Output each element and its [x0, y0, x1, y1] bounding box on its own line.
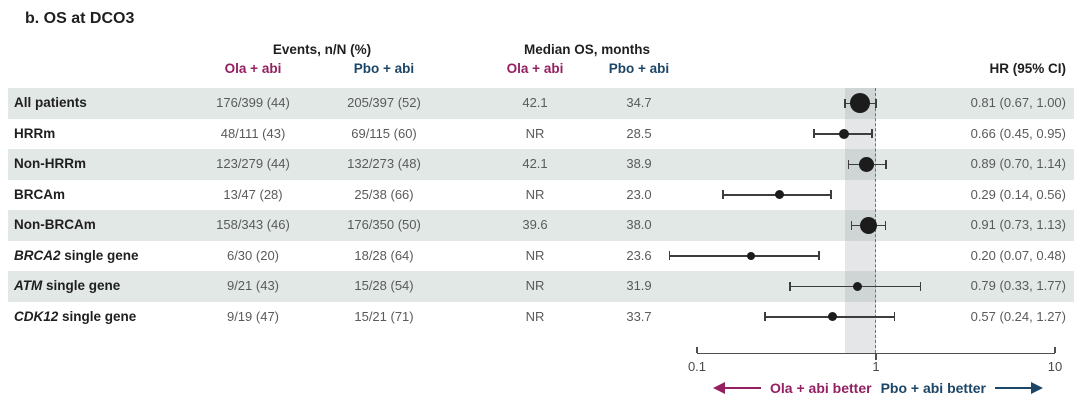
row-label: Non-BRCAm — [14, 210, 96, 241]
hr-ci-value: 0.91 (0.73, 1.13) — [970, 217, 1066, 232]
axis-tick-label-1: 1 — [872, 359, 880, 374]
median-ola-value: NR — [525, 186, 545, 202]
table-row: All patients 176/399 (44) 205/397 (52) 4… — [8, 88, 1074, 119]
table-row: ATM single gene 9/21 (43) 15/28 (54) NR … — [8, 271, 1074, 302]
row-label-rest: single gene — [42, 278, 121, 293]
table-row: Non-HRRm 123/279 (44) 132/273 (48) 42.1 … — [8, 149, 1074, 180]
table-row: BRCA2 single gene 6/30 (20) 18/28 (64) N… — [8, 241, 1074, 272]
events-ola-value: 48/111 (43) — [220, 125, 286, 141]
hr-ci-value: 0.81 (0.67, 1.00) — [970, 95, 1066, 110]
events-pbo-value: 15/28 (54) — [354, 278, 414, 293]
median-pbo-value: 33.7 — [626, 308, 652, 324]
table-row: BRCAm 13/47 (28) 25/38 (66) NR 23.0 0.29… — [8, 180, 1074, 211]
table-row: HRRm 48/111 (43) 69/115 (60) NR 28.5 0.6… — [8, 119, 1074, 150]
axis-tick-label-10: 10 — [1047, 359, 1063, 374]
events-ola-value: 13/47 (28) — [223, 186, 283, 202]
right-arrow-icon — [1030, 382, 1043, 394]
hr-ci-value: 0.20 (0.07, 0.48) — [970, 247, 1066, 263]
median-group-header: Median OS, months — [523, 42, 650, 57]
median-pbo-value: 23.6 — [626, 247, 652, 263]
hr-ci-value: 0.66 (0.45, 0.95) — [970, 125, 1066, 141]
row-label: Non-HRRm — [14, 149, 86, 180]
row-label-rest: Non-HRRm — [14, 156, 86, 171]
median-pbo-value: 23.0 — [626, 186, 652, 202]
events-ola-value: 123/279 (44) — [216, 156, 290, 171]
row-label-rest: single gene — [60, 247, 139, 263]
median-pbo-value: 38.0 — [626, 217, 652, 232]
hr-ci-value: 0.29 (0.14, 0.56) — [970, 186, 1066, 202]
events-pbo-header: Pbo + abi — [353, 61, 415, 76]
row-label-italic: BRCA2 — [14, 247, 61, 263]
pbo-better-label: Pbo + abi better — [880, 380, 986, 396]
row-label-rest: Non-BRCAm — [14, 217, 96, 232]
direction-legend: Ola + abi better Pbo + abi better — [688, 377, 1068, 399]
median-ola-header: Ola + abi — [506, 61, 564, 76]
median-pbo-value: 38.9 — [626, 156, 652, 171]
figure-title: b. OS at DCO3 — [25, 10, 135, 27]
ola-better-label: Ola + abi better — [770, 380, 872, 396]
table-row: Non-BRCAm 158/343 (46) 176/350 (50) 39.6… — [8, 210, 1074, 241]
events-pbo-value: 176/350 (50) — [347, 217, 421, 232]
row-label-rest: single gene — [58, 308, 137, 324]
median-ola-value: NR — [525, 125, 545, 141]
row-label: BRCA2 single gene — [14, 241, 139, 272]
left-arrow-line — [725, 386, 762, 390]
events-ola-header: Ola + abi — [224, 61, 282, 76]
row-label-rest: All patients — [14, 95, 87, 110]
events-ola-value: 9/19 (47) — [226, 308, 280, 324]
median-pbo-header: Pbo + abi — [608, 61, 670, 76]
median-ola-value: 42.1 — [522, 156, 548, 171]
row-label-rest: BRCAm — [14, 186, 66, 202]
hr-column-header: HR (95% CI) — [989, 61, 1066, 76]
row-label-italic: CDK12 — [14, 308, 59, 324]
x-axis-line — [697, 352, 1055, 354]
median-ola-value: NR — [525, 278, 545, 293]
hr-ci-value: 0.57 (0.24, 1.27) — [970, 308, 1066, 324]
median-pbo-value: 31.9 — [626, 278, 652, 293]
median-pbo-value: 28.5 — [626, 125, 652, 141]
hr-ci-value: 0.89 (0.70, 1.14) — [970, 156, 1066, 171]
x-axis-end-tick-right — [1054, 347, 1056, 353]
events-pbo-value: 132/273 (48) — [347, 156, 421, 171]
row-label-italic: ATM — [14, 278, 43, 293]
axis-tick-label-0-1: 0.1 — [687, 359, 707, 374]
events-pbo-value: 25/38 (66) — [354, 186, 414, 202]
median-ola-value: NR — [525, 308, 545, 324]
left-arrow-icon — [713, 382, 726, 394]
events-group-header: Events, n/N (%) — [272, 42, 372, 57]
median-ola-value: 39.6 — [522, 217, 548, 232]
events-pbo-value: 15/21 (71) — [354, 308, 414, 324]
hr-ci-value: 0.79 (0.33, 1.77) — [970, 278, 1066, 293]
events-ola-value: 6/30 (20) — [226, 247, 280, 263]
median-ola-value: NR — [525, 247, 545, 263]
events-pbo-value: 18/28 (64) — [354, 247, 414, 263]
row-label: HRRm — [14, 119, 55, 150]
right-arrow-line — [994, 386, 1031, 390]
median-pbo-value: 34.7 — [626, 95, 652, 110]
row-label: BRCAm — [14, 180, 65, 211]
row-label-rest: HRRm — [14, 125, 56, 141]
row-label: All patients — [14, 88, 87, 119]
row-label: CDK12 single gene — [14, 302, 136, 333]
events-ola-value: 176/399 (44) — [216, 95, 290, 110]
events-pbo-value: 205/397 (52) — [347, 95, 421, 110]
table-row: CDK12 single gene 9/19 (47) 15/21 (71) N… — [8, 302, 1074, 333]
events-ola-value: 158/343 (46) — [216, 217, 290, 232]
x-axis-end-tick-left — [696, 347, 698, 353]
events-ola-value: 9/21 (43) — [226, 278, 280, 293]
row-label: ATM single gene — [14, 271, 120, 302]
median-ola-value: 42.1 — [522, 95, 548, 110]
events-pbo-value: 69/115 (60) — [351, 125, 417, 141]
